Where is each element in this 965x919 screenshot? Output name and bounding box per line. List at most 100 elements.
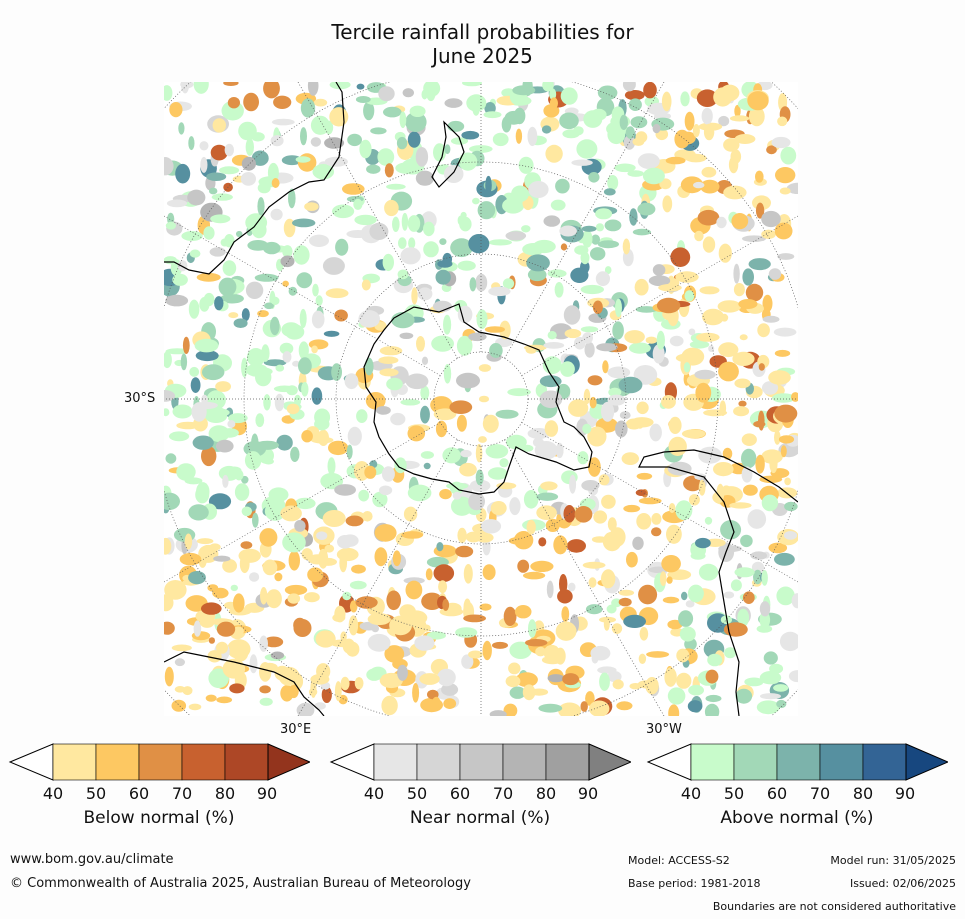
probability-patch bbox=[463, 564, 473, 584]
probability-patch bbox=[363, 101, 375, 121]
probability-patch bbox=[590, 247, 606, 261]
probability-patch bbox=[233, 318, 248, 328]
probability-patch bbox=[220, 428, 239, 438]
probability-patch bbox=[280, 505, 302, 522]
probability-patch bbox=[227, 97, 240, 109]
probability-patch bbox=[308, 554, 327, 565]
probability-patch bbox=[523, 490, 539, 509]
probability-patch bbox=[164, 580, 187, 600]
probability-patch bbox=[294, 394, 302, 407]
probability-patch bbox=[337, 535, 353, 549]
probability-patch bbox=[443, 314, 452, 335]
probability-patch bbox=[370, 127, 387, 135]
probability-patch bbox=[372, 491, 388, 508]
probability-patch bbox=[758, 363, 765, 371]
probability-patch bbox=[528, 181, 549, 198]
probability-patch bbox=[400, 399, 421, 406]
probability-patch bbox=[515, 128, 523, 144]
tick: 50 bbox=[406, 784, 428, 803]
meridian-line bbox=[164, 215, 441, 376]
probability-patch bbox=[488, 286, 511, 297]
probability-patch bbox=[530, 560, 554, 572]
probability-patch bbox=[260, 587, 268, 605]
probability-patch bbox=[621, 452, 639, 465]
probability-patch bbox=[564, 328, 582, 339]
probability-patch bbox=[773, 684, 789, 692]
probability-patch bbox=[321, 686, 332, 703]
colorbar-bin bbox=[776, 743, 821, 781]
colorbar-bin bbox=[819, 743, 864, 781]
probability-patch bbox=[399, 111, 407, 129]
probability-patch bbox=[463, 598, 472, 616]
probability-patch bbox=[314, 702, 326, 710]
probability-patch bbox=[505, 231, 527, 241]
probability-patch bbox=[358, 489, 370, 502]
probability-patch bbox=[788, 670, 798, 683]
probability-patch bbox=[602, 360, 609, 374]
probability-patch bbox=[309, 234, 329, 247]
probability-patch bbox=[210, 214, 231, 224]
probability-patch bbox=[397, 664, 408, 681]
probability-patch bbox=[165, 221, 176, 230]
probability-patch bbox=[601, 401, 615, 422]
probability-patch bbox=[384, 645, 405, 663]
probability-patch bbox=[777, 253, 795, 260]
probability-patch bbox=[656, 297, 681, 314]
colorbar-bin bbox=[545, 743, 590, 781]
probability-patch bbox=[165, 348, 189, 355]
probability-patch bbox=[287, 593, 301, 604]
probability-patch bbox=[753, 569, 763, 585]
probability-patch bbox=[396, 136, 408, 150]
probability-patch bbox=[729, 115, 750, 122]
probability-patch bbox=[488, 239, 512, 246]
probability-patch bbox=[668, 704, 680, 716]
probability-patch bbox=[680, 176, 704, 194]
probability-patch bbox=[469, 145, 493, 153]
probability-patch bbox=[249, 572, 260, 582]
probability-patch bbox=[334, 484, 356, 496]
probability-patch bbox=[249, 654, 258, 674]
probability-patch bbox=[593, 510, 608, 524]
probability-patch bbox=[694, 230, 704, 242]
probability-patch bbox=[542, 82, 554, 92]
tick: 90 bbox=[256, 784, 278, 803]
probability-patch bbox=[675, 500, 693, 521]
probability-patch bbox=[312, 283, 319, 297]
probability-patch bbox=[230, 584, 238, 592]
probability-patch bbox=[515, 672, 538, 688]
probability-patch bbox=[340, 631, 347, 643]
probability-patch bbox=[658, 283, 682, 292]
probability-patch bbox=[665, 156, 686, 165]
probability-patch bbox=[547, 269, 567, 278]
probability-patch bbox=[270, 208, 283, 221]
probability-patch bbox=[355, 596, 378, 609]
probability-patch bbox=[412, 683, 420, 703]
model-label: Model: ACCESS-S2 bbox=[628, 854, 730, 867]
probability-patch bbox=[475, 532, 494, 543]
probability-patch bbox=[588, 457, 601, 477]
probability-patch bbox=[701, 107, 713, 125]
probability-patch bbox=[775, 167, 796, 184]
probability-patch bbox=[241, 357, 248, 378]
probability-patch bbox=[562, 129, 580, 139]
probability-patch bbox=[433, 143, 446, 162]
probability-patch bbox=[184, 533, 193, 550]
probability-patch bbox=[270, 296, 280, 305]
probability-patch bbox=[771, 136, 791, 149]
probability-patch bbox=[591, 536, 608, 543]
probability-patch bbox=[411, 287, 418, 305]
website-link[interactable]: www.bom.gov.au/climate bbox=[10, 852, 174, 867]
probability-patch bbox=[776, 586, 795, 606]
probability-patch bbox=[399, 332, 414, 339]
probability-patch bbox=[208, 668, 229, 689]
colorbar-bin bbox=[95, 743, 140, 781]
probability-patch bbox=[637, 202, 656, 216]
probability-patch bbox=[394, 457, 407, 474]
probability-patch bbox=[768, 542, 788, 554]
probability-patch bbox=[717, 300, 742, 313]
probability-patch bbox=[667, 461, 692, 476]
probability-patch bbox=[738, 400, 747, 407]
tick: 60 bbox=[128, 784, 150, 803]
probability-patch bbox=[559, 225, 577, 237]
tick: 40 bbox=[680, 784, 702, 803]
